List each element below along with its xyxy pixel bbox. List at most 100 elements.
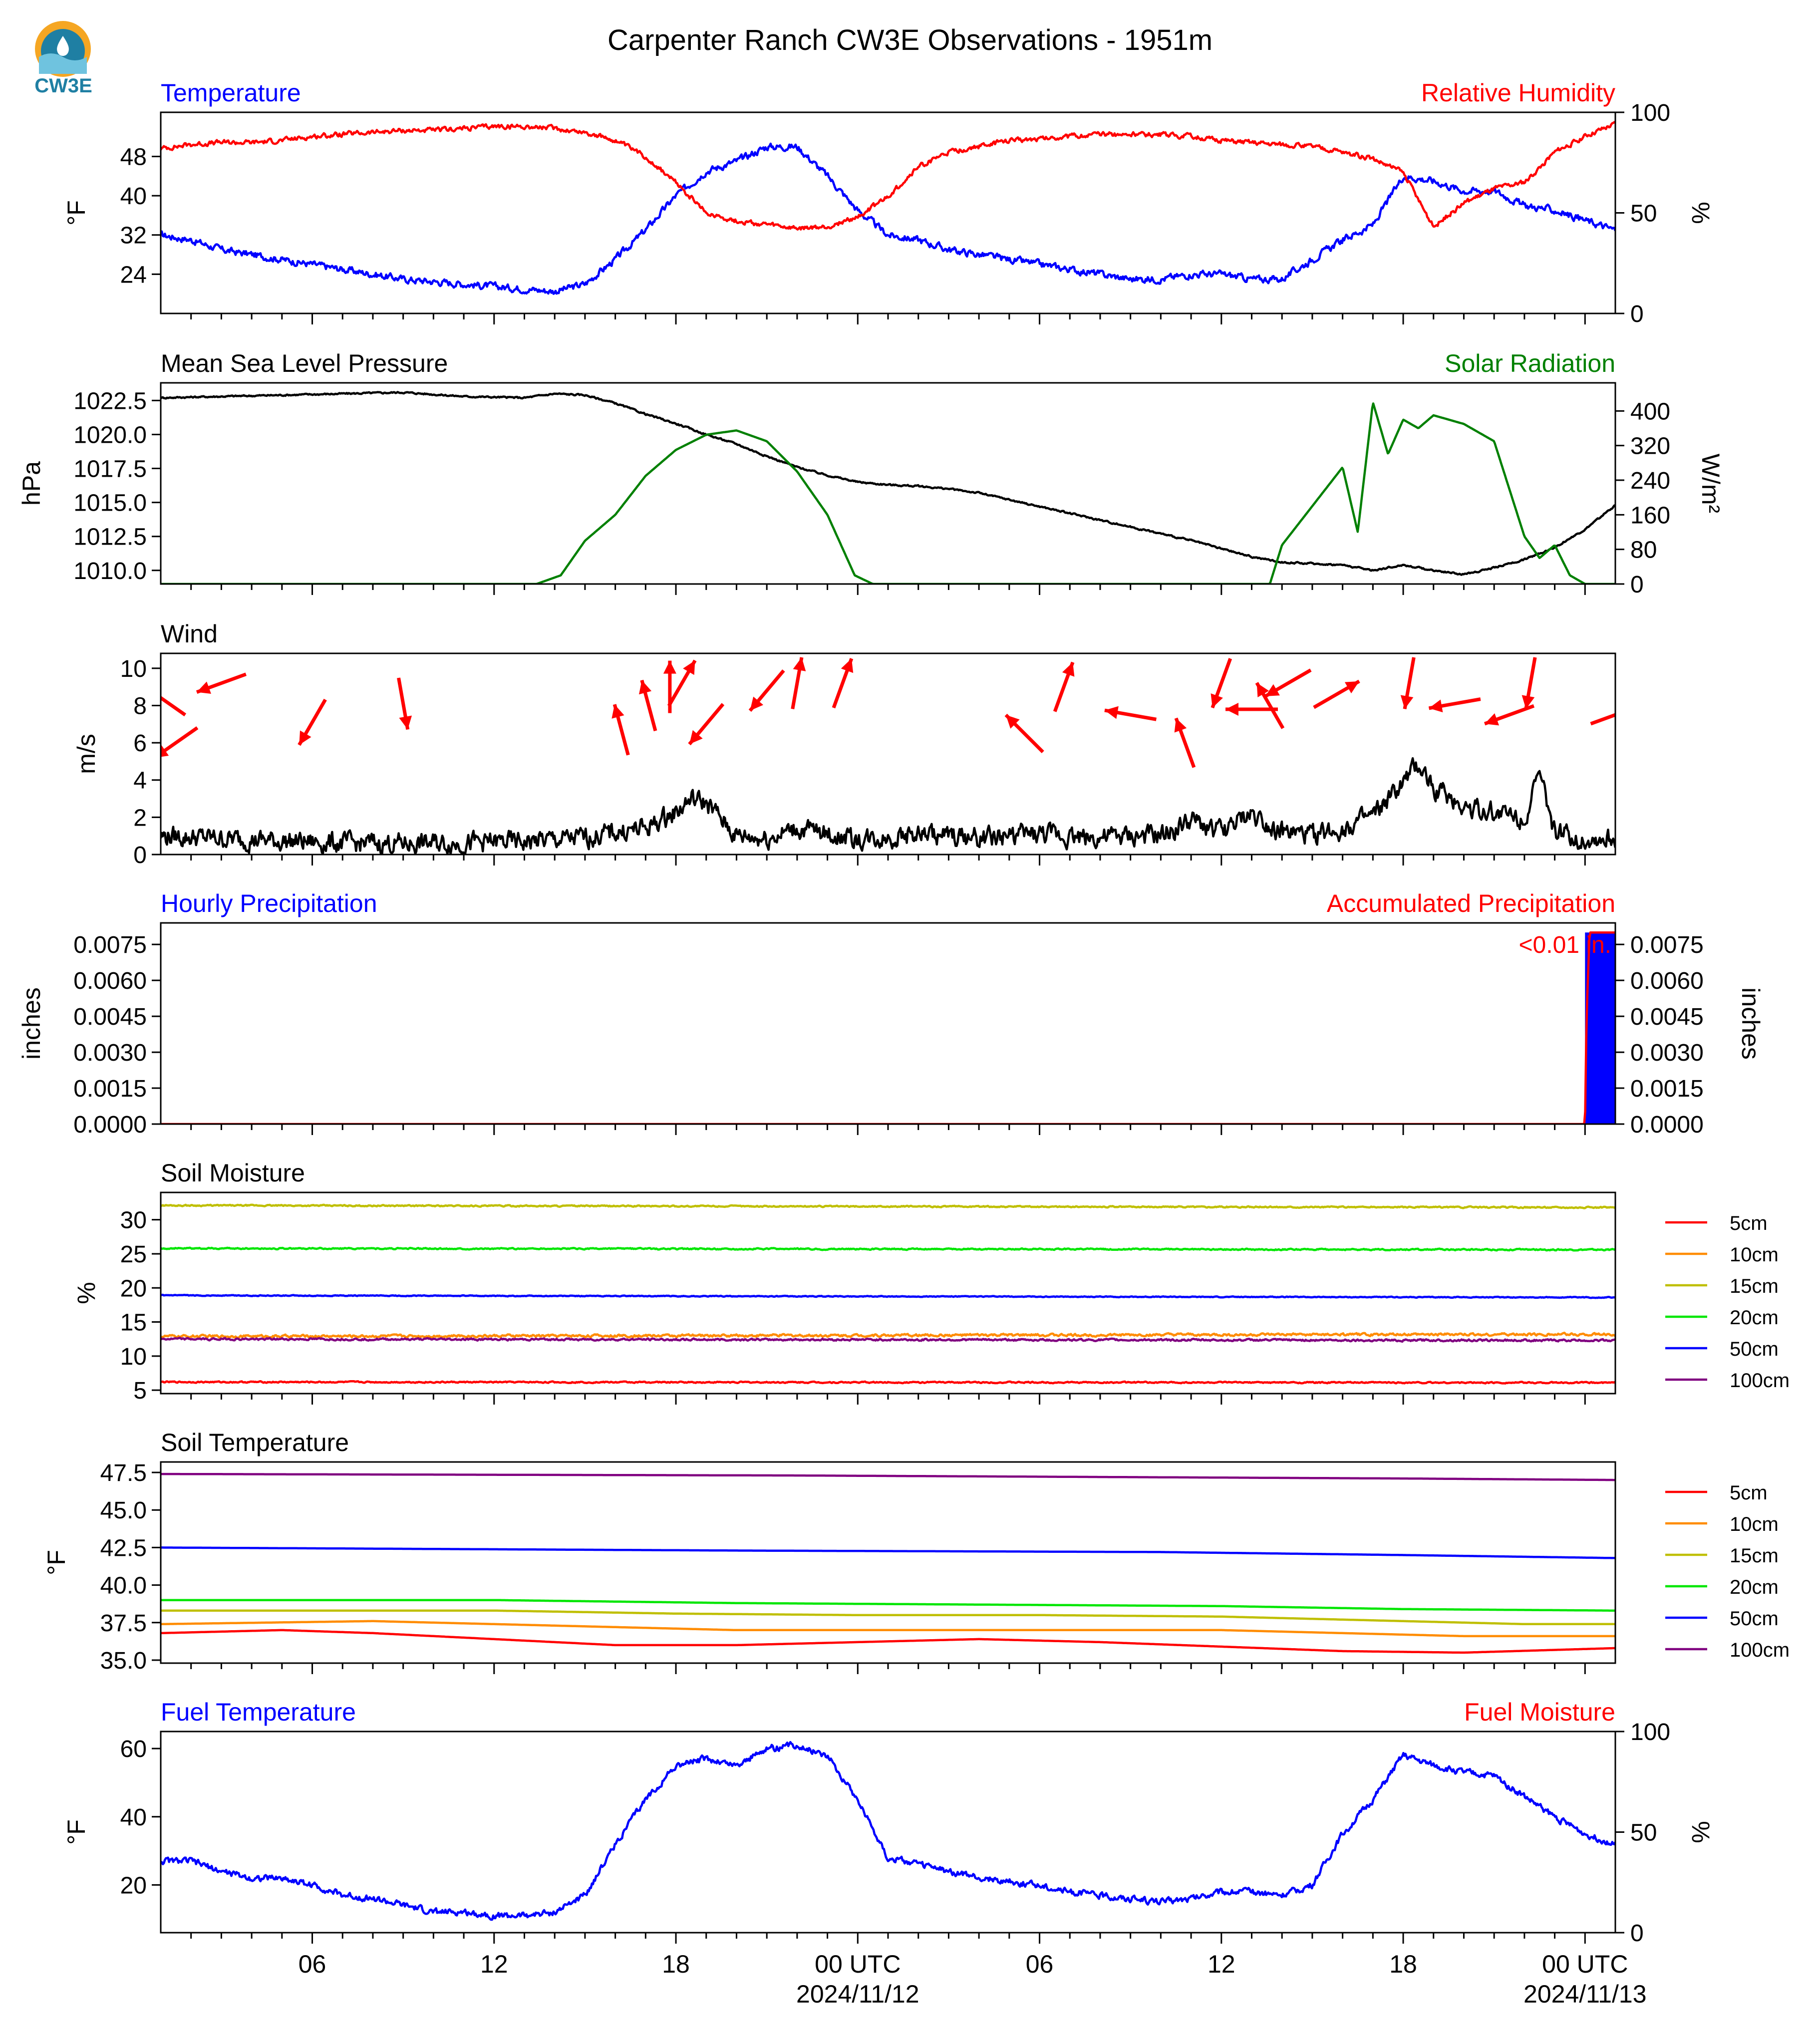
y-tick-label-left: 20 (120, 1275, 147, 1302)
y-tick-label-left: 32 (120, 223, 147, 249)
y-tick-label-left: 1010.0 (73, 558, 147, 584)
y-tick-label-right: 160 (1630, 502, 1670, 529)
panel-frame (160, 1461, 1616, 1664)
legend-label: 50cm (1730, 1608, 1779, 1630)
wind-arrow-head (1256, 683, 1269, 698)
wind-arrow (1264, 668, 1312, 698)
y-tick-label-left: 0.0075 (73, 932, 147, 958)
legend-label: 5cm (1730, 1482, 1768, 1504)
panel-frame (160, 922, 1616, 1125)
y-tick-label-left: 5 (133, 1378, 147, 1404)
series-line-100cm (161, 1472, 1615, 1481)
y-tick-label-right: 0.0000 (1630, 1112, 1704, 1138)
wind-arrow-head (399, 715, 412, 730)
legend-label: 15cm (1730, 1545, 1779, 1567)
y-tick-label-left: 40 (120, 183, 147, 210)
y-tick-label-right: 0.0030 (1630, 1040, 1704, 1066)
legend-label: 20cm (1730, 1307, 1779, 1329)
wind-arrow-shaft (161, 695, 187, 717)
y-tick-label-left: 35.0 (100, 1648, 147, 1674)
y-tick-label-left: 1012.5 (73, 524, 147, 551)
panel-2: Mean Sea Level Pressure Solar Radiation 10… (17, 349, 1725, 598)
y-tick-label-right: 50 (1630, 201, 1657, 227)
y-tick-label-left: 48 (120, 144, 147, 170)
x-tick-label: 18 (662, 1950, 690, 1978)
wind-arrow (1104, 706, 1157, 721)
wind-arrow-shaft (1590, 713, 1615, 726)
y-axis-label-left: % (72, 1282, 100, 1304)
y-tick-label-right: 0 (1630, 301, 1644, 327)
x-tick-label: 12 (480, 1950, 508, 1978)
y-axis-label-right: % (1687, 1821, 1715, 1843)
panel-frame (160, 111, 1616, 314)
y-tick-label-left: 8 (133, 693, 147, 719)
wind-arrow (1174, 717, 1196, 768)
panel-7: Fuel Temperature Fuel Moisture 20 40 60 °F 0 50… (62, 1698, 1715, 1947)
chart-panels: Temperature Relative Humidity24324048°F05… (17, 79, 1790, 1947)
y-axis-label-left: hPa (17, 461, 45, 506)
series-line-20cm (161, 1246, 1615, 1252)
wind-arrow-head (841, 658, 854, 673)
x-tick-label: 00 UTC (1542, 1950, 1628, 1978)
legend: 5cm 10cm 15cm 20cm 50cm 100cm (1665, 1482, 1790, 1661)
y-axis-label-right: W/m² (1697, 454, 1725, 513)
x-date-label: 2024/11/12 (796, 1980, 919, 2008)
panel-title-right: Accumulated Precipitation (1327, 889, 1615, 917)
plot-area (161, 1472, 1615, 1654)
y-tick-label-right: 50 (1630, 1820, 1657, 1846)
legend: 5cm 10cm 15cm 20cm 50cm 100cm (1665, 1212, 1790, 1392)
y-axis-label-right: % (1687, 202, 1715, 224)
series-line-left (161, 1740, 1615, 1921)
y-tick-label-right: 320 (1630, 433, 1670, 460)
panel-title-left: Temperature (161, 79, 301, 107)
wind-arrow (1053, 661, 1075, 712)
x-date-label: 2024/11/13 (1523, 1980, 1647, 2008)
wind-arrow (161, 726, 199, 757)
y-tick-label-right: 240 (1630, 468, 1670, 494)
panel-frame (160, 1731, 1616, 1934)
legend-label: 15cm (1730, 1275, 1779, 1297)
y-tick-label-right: 0 (1630, 1920, 1644, 1947)
wind-arrow (1428, 697, 1481, 713)
panel-title-left: Soil Temperature (161, 1429, 349, 1456)
y-tick-label-right: 0.0015 (1630, 1076, 1704, 1102)
y-axis-label-left: °F (62, 1819, 90, 1845)
y-tick-label-left: 40 (120, 1804, 147, 1831)
x-tick-label: 00 UTC (815, 1950, 901, 1978)
wind-arrow-head (1521, 695, 1535, 709)
wind-arrow-head (689, 730, 703, 745)
y-tick-label-left: 10 (120, 656, 147, 682)
wind-arrow (611, 704, 630, 756)
y-tick-label-left: 47.5 (100, 1460, 147, 1486)
y-tick-label-right: 0 (1630, 572, 1644, 598)
y-tick-label-left: 1015.0 (73, 490, 147, 517)
plot-area (161, 391, 1615, 584)
y-tick-label-left: 45.0 (100, 1497, 147, 1524)
wind-arrow-head (1104, 706, 1119, 719)
plot-area (161, 657, 1615, 855)
wind-arrow (1521, 657, 1537, 710)
y-tick-label-right: 0.0060 (1630, 968, 1704, 994)
wind-arrow-head (1062, 662, 1075, 677)
series-line-right (161, 931, 1615, 1124)
panel-frame (160, 652, 1616, 856)
series-line-50cm (161, 1546, 1615, 1559)
panel-6: Soil Temperature 35.0 37.5 40.0 42.5 45.0 47.5… (42, 1429, 1790, 1674)
y-tick-label-right: 80 (1630, 537, 1657, 564)
wind-arrow (397, 677, 412, 730)
wind-arrow (1255, 682, 1285, 729)
precip-bar (1585, 932, 1615, 1124)
y-tick-label-left: 0.0060 (73, 968, 147, 994)
x-tick-label: 12 (1208, 1950, 1235, 1978)
series-line-10cm (161, 1620, 1615, 1638)
wind-arrow-head (1485, 713, 1500, 726)
wind-arrow-head (1225, 702, 1238, 716)
y-tick-label-left: 37.5 (100, 1610, 147, 1637)
y-tick-label-left: 1022.5 (73, 388, 147, 414)
wind-arrow-head (1211, 693, 1223, 708)
y-tick-label-left: 20 (120, 1872, 147, 1899)
wind-arrow-head (1265, 684, 1280, 696)
y-tick-label-left: 25 (120, 1241, 147, 1268)
logo-text: CW3E (34, 75, 92, 97)
